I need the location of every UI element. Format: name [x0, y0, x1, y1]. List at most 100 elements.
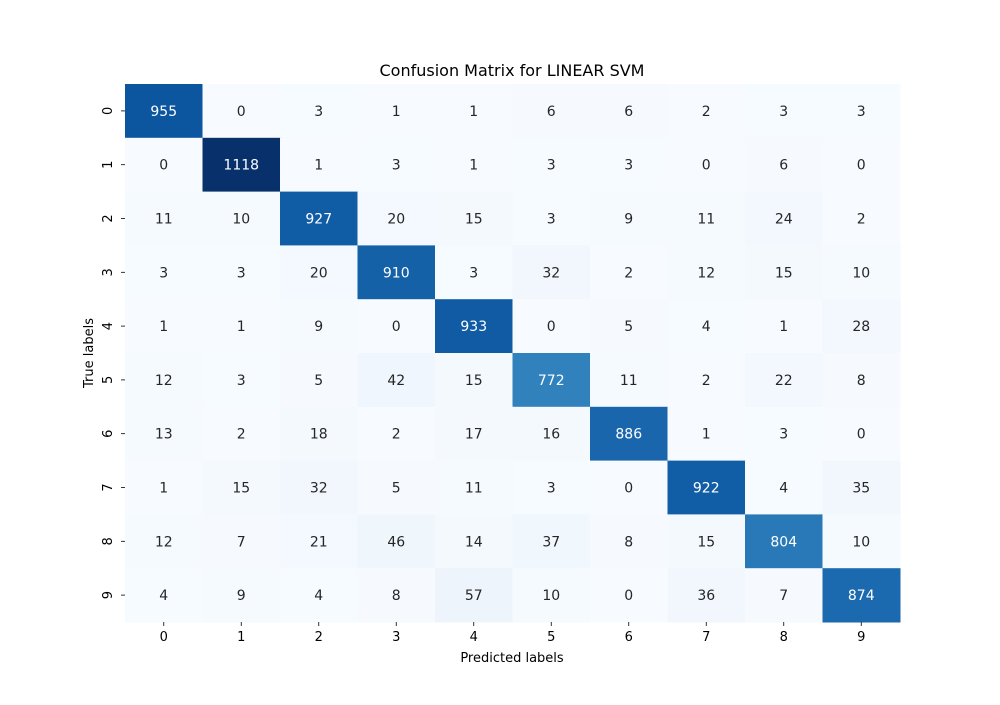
heatmap-cell-1-4 [435, 137, 513, 193]
x-tick-label-6: 6 [625, 630, 633, 645]
cell-value-label-6-4: 17 [465, 427, 483, 443]
heatmap-cell-4-4 [435, 299, 513, 354]
cell-value-label-4-0: 1 [159, 319, 168, 335]
cell-value-label-2-8: 24 [775, 212, 793, 228]
y-tick-label-8: 8 [101, 537, 116, 545]
cell-value-label-3-3: 910 [383, 265, 410, 281]
heatmap-cell-6-9 [822, 406, 901, 462]
cell-value-label-2-0: 11 [155, 212, 173, 228]
y-tick-label-9: 9 [101, 591, 116, 599]
cell-value-label-2-1: 10 [232, 212, 250, 228]
y-tick-label-5: 5 [101, 376, 116, 384]
x-tick-label-3: 3 [392, 630, 400, 645]
heatmap-cell-4-9 [822, 299, 901, 354]
cell-value-label-1-2: 1 [314, 158, 323, 174]
x-tick-label-9: 9 [857, 630, 865, 645]
heatmap-cell-6-1 [202, 406, 281, 462]
cell-value-label-1-1: 1118 [223, 158, 259, 174]
heatmap-cell-0-6 [590, 84, 668, 139]
heatmap-cell-6-6 [590, 406, 668, 462]
heatmap-cell-9-3 [357, 568, 436, 623]
heatmap-cell-3-5 [512, 245, 591, 300]
x-tick-label-0: 0 [160, 630, 168, 645]
x-axis: 0 1 2 3 4 5 6 7 8 9 [160, 622, 865, 645]
heatmap-cell-7-6 [590, 460, 668, 515]
cell-value-label-8-0: 12 [155, 534, 173, 550]
heatmap-cell-1-5 [512, 137, 591, 193]
cell-value-label-2-4: 15 [465, 212, 483, 228]
cell-value-label-4-7: 4 [702, 319, 711, 335]
cell-value-label-5-8: 22 [775, 373, 793, 389]
x-tick-label-5: 5 [547, 630, 555, 645]
cell-value-label-6-0: 13 [155, 427, 173, 443]
heatmap-cell-1-9 [822, 137, 901, 193]
cell-value-label-4-1: 1 [237, 319, 246, 335]
cell-value-label-7-4: 11 [465, 481, 483, 497]
heatmap-cell-3-2 [280, 245, 358, 300]
cell-value-label-6-8: 3 [779, 427, 788, 443]
cell-value-label-9-4: 57 [465, 588, 483, 604]
cell-value-label-0-4: 1 [469, 104, 478, 120]
cell-value-label-3-6: 2 [624, 265, 633, 281]
y-tick-label-7: 7 [101, 483, 116, 491]
heatmap-cell-2-1 [202, 191, 281, 246]
cell-value-label-3-2: 20 [310, 265, 328, 281]
cell-value-label-0-5: 6 [547, 104, 556, 120]
heatmap-cell-0-8 [745, 84, 823, 139]
heatmap-cell-9-9 [822, 568, 901, 623]
heatmap-cell-1-8 [745, 137, 823, 193]
cell-value-label-5-0: 12 [155, 373, 173, 389]
cell-value-label-9-9: 874 [848, 588, 875, 604]
y-tick-label-6: 6 [101, 430, 116, 438]
heatmap-cell-9-0 [125, 568, 203, 623]
cell-value-label-7-3: 5 [392, 481, 401, 497]
heatmap-cell-9-2 [280, 568, 358, 623]
heatmap-cell-9-7 [667, 568, 746, 623]
heatmap-cell-4-7 [667, 299, 746, 354]
x-tick-label-4: 4 [470, 630, 478, 645]
heatmap-cell-7-9 [822, 460, 901, 515]
cell-value-label-1-4: 1 [469, 158, 478, 174]
heatmap-cell-3-6 [590, 245, 668, 300]
heatmap-cell-0-1 [202, 84, 281, 139]
cell-value-label-3-4: 3 [469, 265, 478, 281]
heatmap-cell-1-2 [280, 137, 358, 193]
cell-value-label-6-9: 0 [857, 427, 866, 443]
heatmap-cell-3-8 [745, 245, 823, 300]
cell-value-label-8-6: 8 [624, 534, 633, 550]
cell-value-label-0-9: 3 [857, 104, 866, 120]
cell-value-label-7-0: 1 [159, 481, 168, 497]
cell-value-label-5-9: 8 [857, 373, 866, 389]
heatmap-cell-7-4 [435, 460, 513, 515]
cell-value-label-0-1: 0 [237, 104, 246, 120]
cell-value-label-4-2: 9 [314, 319, 323, 335]
cell-value-label-3-9: 10 [852, 265, 870, 281]
cell-value-label-0-0: 955 [150, 104, 177, 120]
heatmap-cell-0-5 [512, 84, 591, 139]
x-tick-label-2: 2 [315, 630, 323, 645]
cell-value-label-3-7: 12 [697, 265, 715, 281]
heatmap-cell-7-7 [667, 460, 746, 515]
x-tick-label-1: 1 [237, 630, 245, 645]
heatmap-cell-2-5 [512, 191, 591, 246]
heatmap-cell-5-3 [357, 353, 436, 408]
chart-title: Confusion Matrix for LINEAR SVM [380, 61, 645, 80]
cell-value-label-4-6: 5 [624, 319, 633, 335]
y-axis-label: True labels [82, 318, 97, 389]
heatmap-cell-0-9 [822, 84, 901, 139]
cell-value-label-8-8: 804 [770, 534, 797, 550]
heatmap-cell-8-1 [202, 514, 281, 569]
heatmap-cell-4-8 [745, 299, 823, 354]
heatmap-cell-3-1 [202, 245, 281, 300]
heatmap-cell-6-8 [745, 406, 823, 462]
heatmap-cell-4-5 [512, 299, 591, 354]
heatmap-cell-5-2 [280, 353, 358, 408]
cell-value-label-4-8: 1 [779, 319, 788, 335]
cell-value-label-1-3: 3 [392, 158, 401, 174]
heatmap-cell-7-0 [125, 460, 203, 515]
cell-value-label-4-3: 0 [392, 319, 401, 335]
cell-value-label-5-6: 11 [620, 373, 638, 389]
cell-value-label-9-5: 10 [542, 588, 560, 604]
cell-value-label-6-5: 16 [542, 427, 560, 443]
